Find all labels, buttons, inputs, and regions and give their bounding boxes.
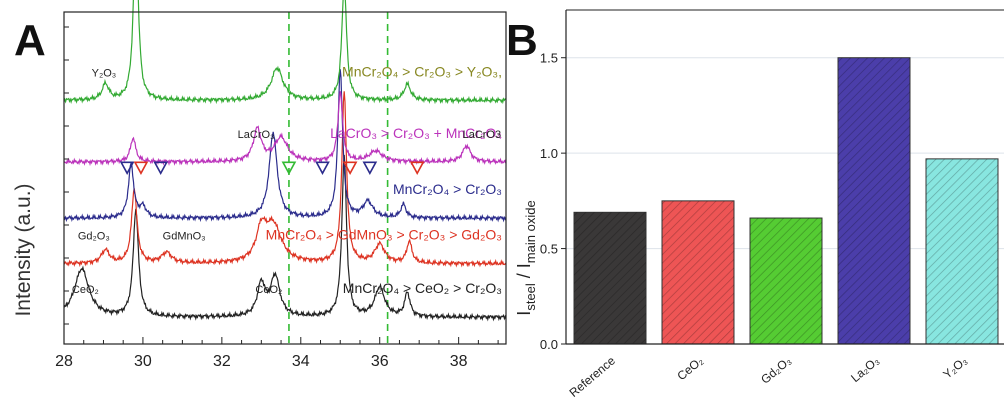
bar-hatch <box>926 158 998 344</box>
phase-label: Gd₂O₃ <box>78 231 110 243</box>
xrd-series-line <box>63 69 507 223</box>
series-composition-label: MnCr₂O₄ > CeO₂ > Cr₂O₃ <box>343 280 502 296</box>
bar-ylabel-sub1: steel <box>523 283 538 311</box>
bar-ylabel-text: Isteel / Imain oxide <box>514 200 538 315</box>
xrd-series-line <box>63 0 507 105</box>
peak-marker-triangle <box>362 161 378 175</box>
bar-ylabel-sub2: main oxide <box>523 200 538 263</box>
peak-marker-triangle <box>281 161 297 175</box>
xrd-series-line <box>63 154 507 322</box>
series-composition-label: MnCr₂O₄ > Cr₂O₃ > Y₂O₃, <box>342 63 502 79</box>
y-tick-label: 0.0 <box>540 337 558 352</box>
phase-label: CeO₂ <box>72 284 99 296</box>
xrd-plot-area: MnCr₂O₄ > CeO₂ > Cr₂O₃ CeO₂ CeO₂ MnCr₂O₄ > … <box>55 0 507 370</box>
peak-marker-triangle <box>342 161 358 175</box>
x-tick-label: 38 <box>450 353 468 370</box>
y-tick-label: 1.5 <box>540 51 558 66</box>
xrd-plot-frame <box>63 11 507 345</box>
x-tick-label: 36 <box>371 353 389 370</box>
phase-label: CeO₂ <box>255 284 282 296</box>
phase-label: LaCrO3 <box>463 129 502 141</box>
panel-a-ylabel: Intensity (a.u.) <box>12 183 35 316</box>
bar-plot-area: Reference CeO₂ Gd₂O₃ La₂O₃ Y₂O₃ 0.0 0.5 1.0 1.5 <box>540 9 1004 400</box>
bar-category-label: CeO₂ <box>674 353 706 383</box>
peak-marker-triangle <box>133 161 149 175</box>
xrd-series-line <box>63 91 507 268</box>
bar-hatch <box>574 212 646 344</box>
x-tick-label: 28 <box>55 353 73 370</box>
peak-marker-triangle <box>119 161 135 175</box>
series-composition-label: LaCrO₃ > Cr₂O₃ + MnCr₂O₄ <box>330 125 502 141</box>
panel-a-letter: A <box>14 16 46 65</box>
x-tick-label: 34 <box>292 353 310 370</box>
series-composition-label: MnCr₂O₄ > GdMnO₃ > Cr₂O₃ > Gd₂O₃ <box>266 227 502 243</box>
phase-label: Y₂O₃ <box>92 67 117 79</box>
phase-label: LaCrO₃ <box>238 129 275 141</box>
bar-hatch <box>750 218 822 344</box>
peak-marker-triangle <box>409 161 425 175</box>
bar-category-label: La₂O₃ <box>848 354 882 386</box>
y-tick-label: 1.0 <box>540 146 558 161</box>
bar-hatch <box>662 200 734 344</box>
bar-category-label: Reference <box>567 353 619 400</box>
y-tick-label: 0.5 <box>540 242 558 257</box>
x-tick-label: 32 <box>213 353 231 370</box>
series-composition-label: MnCr₂O₄ > Cr₂O₃ <box>393 181 502 197</box>
phase-label: GdMnO₃ <box>163 231 206 243</box>
x-tick-label: 30 <box>134 353 152 370</box>
peak-marker-triangle <box>315 161 330 175</box>
peak-marker-triangle <box>153 161 169 175</box>
panel-b-letter: B <box>506 16 538 65</box>
bar-category-label: Gd₂O₃ <box>758 354 794 387</box>
bar-hatch <box>838 57 910 344</box>
xrd-series-line <box>63 91 507 167</box>
bar-ylabel: Isteel / Imain oxide <box>514 200 538 315</box>
bar-category-label: Y₂O₃ <box>940 354 970 382</box>
